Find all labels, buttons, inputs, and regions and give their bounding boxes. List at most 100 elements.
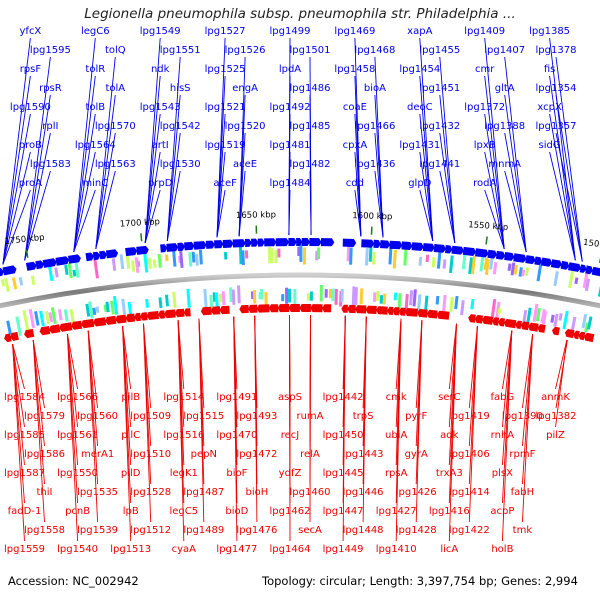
feature-block [334, 288, 338, 305]
forward-gene-label: aceE [233, 159, 257, 170]
label-connector [24, 132, 51, 261]
feature-block [372, 251, 376, 265]
reverse-gene-label: lpg1489 [183, 525, 224, 536]
forward-gene-label: tolQ [105, 45, 126, 56]
reverse-gene-label: bioD [225, 506, 248, 517]
forward-gene-arrow [2, 265, 17, 276]
forward-gene-label: lpg1484 [270, 178, 311, 189]
reverse-gene-label: ydfZ [279, 468, 302, 479]
feature-block [95, 306, 100, 313]
feature-block [4, 277, 10, 293]
forward-gene-label: tolA [105, 83, 125, 94]
label-connector [144, 75, 161, 243]
forward-gene-arrow [361, 239, 375, 248]
reverse-gene-label: tmk [513, 525, 533, 536]
forward-gene-arrow [232, 239, 246, 248]
forward-gene-arrow [99, 250, 107, 260]
reverse-gene-label: lpg1493 [236, 411, 277, 422]
forward-gene-label: lpg1549 [140, 26, 181, 37]
feature-block [28, 308, 36, 329]
feature-block [302, 247, 307, 265]
label-connector [289, 314, 291, 542]
reverse-gene-label: lpg1539 [77, 525, 118, 536]
reverse-gene-arrow [299, 304, 311, 312]
feature-block [164, 294, 170, 307]
reverse-gene-arrow [481, 315, 494, 325]
forward-gene-label: lpg1521 [205, 102, 246, 113]
label-connector [504, 132, 527, 253]
feature-block [48, 312, 54, 323]
reverse-gene-arrow [573, 330, 580, 340]
label-connector [354, 151, 362, 237]
feature-block [63, 309, 69, 322]
feature-block [214, 292, 219, 310]
label-connector [95, 94, 116, 249]
forward-gene-label: lpg1519 [205, 140, 246, 151]
chromosome-backbone [0, 272, 600, 309]
label-connector [95, 56, 116, 249]
reverse-gene-label: fabH [511, 487, 535, 498]
forward-gene-label: lpg1385 [529, 26, 570, 37]
reverse-gene-arrow [93, 317, 107, 327]
reverse-gene-arrow [341, 304, 348, 313]
feature-block [532, 303, 539, 323]
reverse-gene-label: cyaA [172, 544, 197, 555]
forward-gene-label: engA [232, 83, 258, 94]
feature-block [30, 275, 36, 285]
label-connector [549, 37, 576, 261]
reverse-gene-labels: lpg1584 lpg1579 lpg1585 lpg1586 lpg1587 thiI f… [4, 392, 576, 555]
reverse-gene-label: lpg1559 [4, 544, 45, 555]
reverse-gene-label: aspS [278, 392, 302, 403]
label-connector [144, 189, 161, 244]
reverse-gene-label: bioF [226, 468, 247, 479]
label-connector [555, 339, 568, 390]
forward-gene-label: cpxA [343, 140, 368, 151]
forward-gene-label: aceF [213, 178, 237, 189]
feature-block [441, 294, 447, 314]
reverse-gene-label: fadD-1 [8, 506, 42, 517]
label-connector [24, 56, 51, 261]
forward-gene-label: lpg1431 [399, 140, 440, 151]
feature-block [11, 277, 18, 290]
reverse-gene-arrow [365, 305, 377, 314]
reverse-gene-label: lpg1560 [77, 411, 118, 422]
label-connector [32, 339, 45, 409]
feature-block [460, 300, 465, 316]
feature-block [277, 248, 281, 258]
label-connector [216, 189, 226, 238]
label-connector [2, 75, 31, 265]
feature-block [435, 295, 440, 305]
forward-gene-arrow [35, 260, 44, 270]
map-title: Legionella pneumophila subsp. pneumophil… [84, 6, 516, 22]
reverse-gene-arrow [392, 307, 400, 316]
feature-block [285, 287, 289, 304]
label-connector [216, 113, 226, 238]
feature-block [188, 252, 193, 267]
feature-block [431, 256, 436, 268]
reverse-gene-arrow [10, 331, 19, 341]
forward-gene-label: lpg1486 [290, 83, 331, 94]
reverse-gene-label: lpg1445 [323, 468, 364, 479]
reverse-gene-arrow [355, 305, 367, 314]
feature-block [584, 278, 591, 292]
reverse-gene-arrow [474, 314, 483, 324]
forward-gene-arrow [451, 245, 464, 255]
forward-gene-label: lpg1501 [290, 45, 331, 56]
forward-gene-label: fis [544, 64, 556, 75]
forward-gene-label: rpsF [20, 64, 42, 75]
reverse-gene-label: trpS [353, 411, 374, 422]
feature-block [553, 313, 559, 327]
accession-text: Accession: NC_002942 [8, 574, 139, 588]
feature-block [274, 250, 278, 264]
forward-gene-label: lpg1372 [464, 102, 505, 113]
reverse-gene-arrow [387, 306, 394, 315]
forward-gene-arrow [342, 238, 357, 247]
label-connector [448, 323, 457, 542]
forward-gene-label: lpg1492 [270, 102, 311, 113]
forward-gene-label: lpg1520 [225, 121, 266, 132]
feature-block [69, 308, 75, 324]
feature-block [404, 294, 409, 311]
feature-blocks [0, 242, 600, 337]
reverse-gene-label: lpg1477 [216, 544, 257, 555]
